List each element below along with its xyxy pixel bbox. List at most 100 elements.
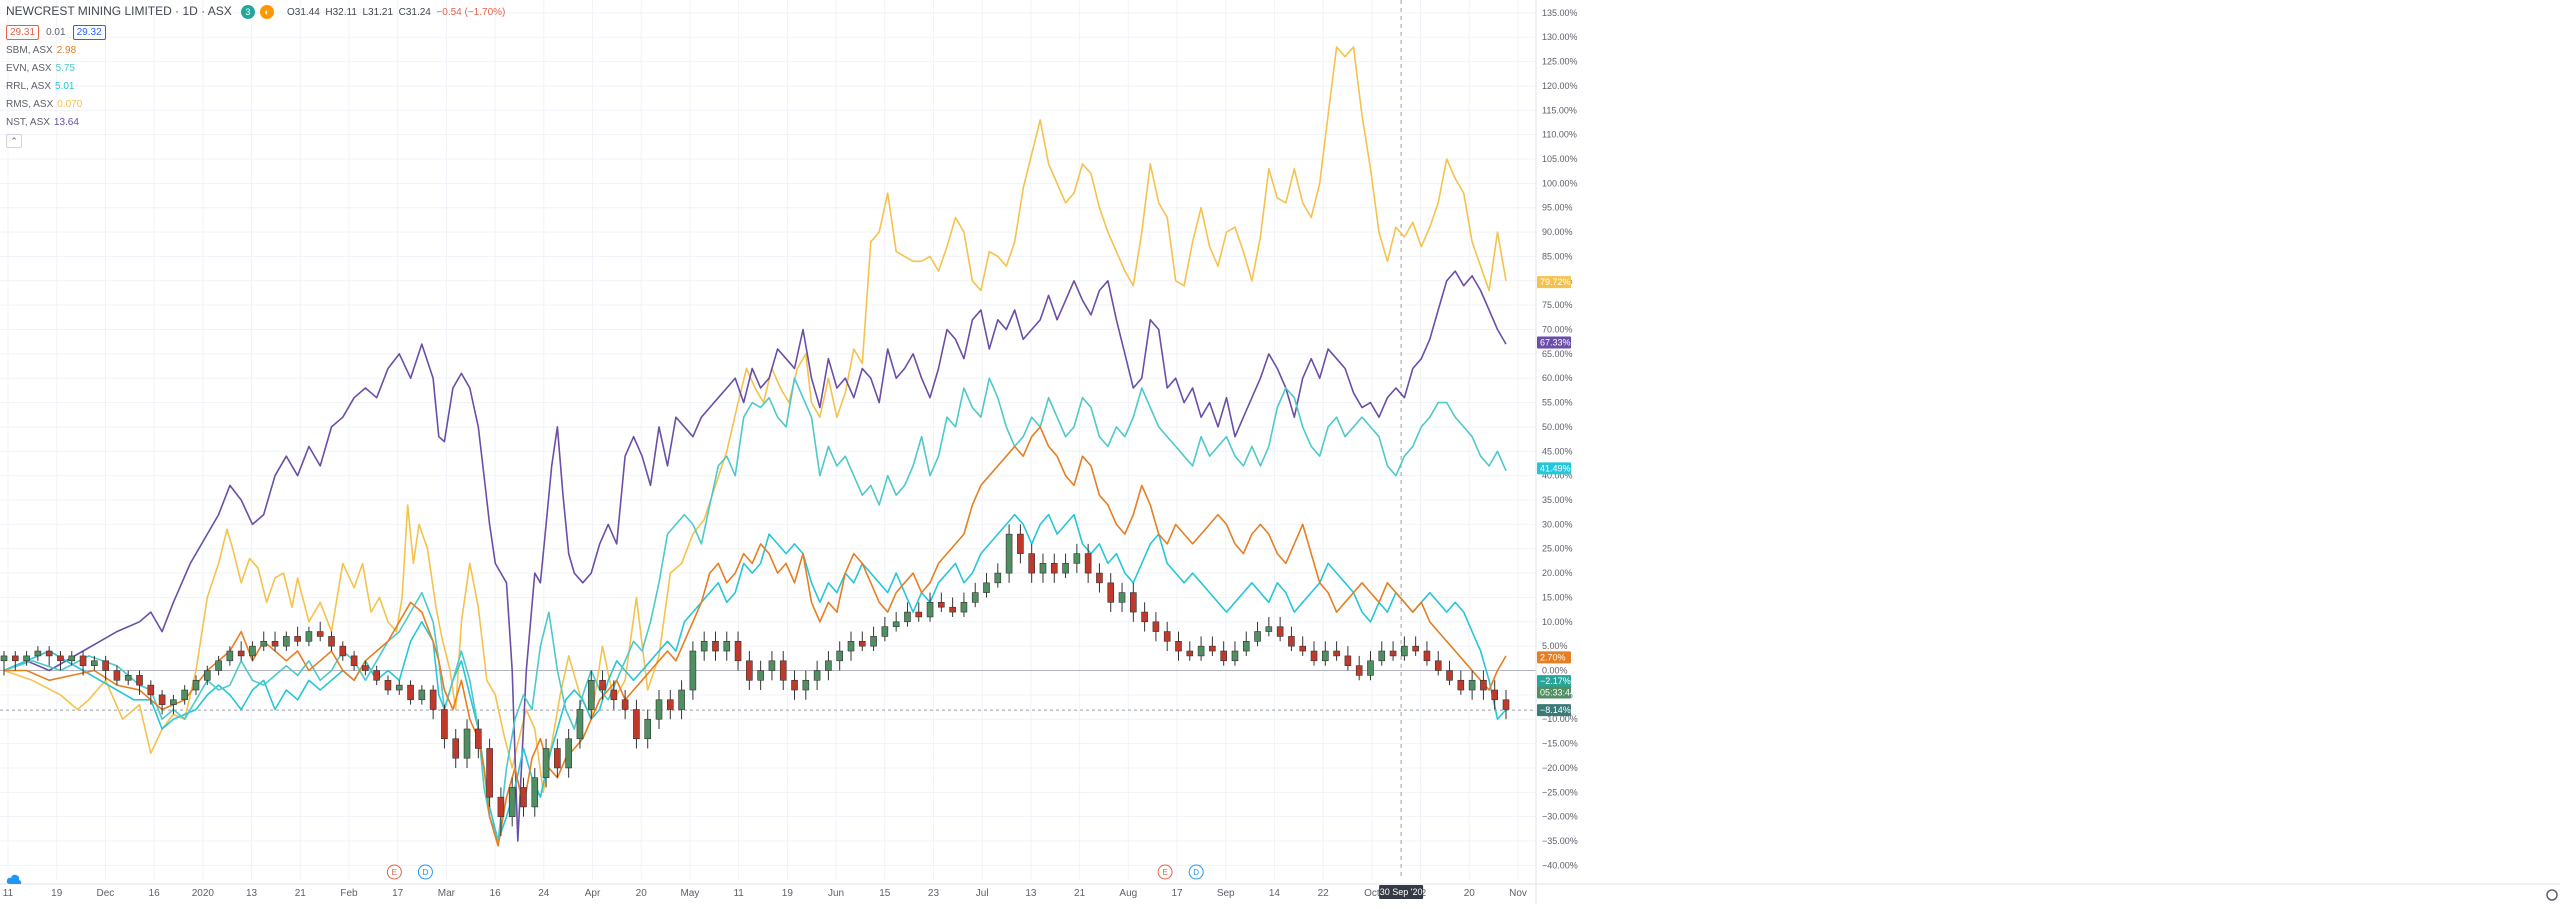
event-marker-e[interactable] [1157, 864, 1173, 880]
candle[interactable] [23, 655, 30, 662]
candle[interactable] [1333, 650, 1340, 657]
candle[interactable] [192, 679, 200, 691]
candle[interactable] [915, 611, 923, 618]
candle[interactable] [576, 709, 584, 740]
candle[interactable] [779, 660, 787, 681]
candle[interactable] [475, 728, 482, 749]
comparison-rms[interactable]: RMS, ASX 0.070 [6, 96, 505, 114]
series-line-evn[interactable] [3, 377, 1507, 842]
candle[interactable] [102, 660, 109, 671]
candle[interactable] [960, 602, 968, 613]
candle[interactable] [1299, 645, 1307, 652]
candle[interactable] [124, 675, 132, 681]
comparison-sbm[interactable]: SBM, ASX 2.98 [6, 42, 505, 60]
candle[interactable] [644, 718, 652, 740]
candle[interactable] [237, 650, 245, 657]
bid-price[interactable]: 29.31 [6, 25, 40, 41]
candle[interactable] [802, 679, 810, 691]
candle[interactable] [633, 709, 640, 740]
candle[interactable] [463, 728, 471, 759]
candle[interactable] [418, 689, 426, 701]
candle[interactable] [1378, 650, 1386, 662]
candle[interactable] [226, 650, 234, 662]
candle[interactable] [892, 621, 900, 627]
series-line-sbm[interactable] [4, 426, 1507, 847]
candle[interactable] [746, 660, 753, 681]
event-marker-d[interactable] [417, 864, 433, 880]
comparison-nst[interactable]: NST, ASX 13.64 [6, 114, 505, 132]
candle[interactable] [407, 684, 414, 701]
candle[interactable] [667, 699, 674, 710]
comparison-rrl[interactable]: RRL, ASX 5.01 [6, 78, 505, 96]
series-line-rms[interactable] [3, 46, 1507, 794]
candle[interactable] [621, 699, 629, 710]
candle[interactable] [825, 660, 832, 671]
candle[interactable] [1152, 621, 1160, 632]
candle[interactable] [757, 670, 764, 681]
candle[interactable] [1084, 553, 1092, 574]
candle[interactable] [881, 626, 889, 637]
candle[interactable] [791, 679, 798, 691]
symbol-title[interactable]: NEWCREST MINING LIMITED · 1D · ASX [6, 4, 232, 18]
candle[interactable] [34, 650, 42, 657]
tradingview-cloud-icon[interactable] [6, 874, 22, 886]
candle[interactable] [1220, 650, 1227, 662]
candle[interactable] [610, 689, 618, 701]
candle[interactable] [339, 645, 347, 657]
candle[interactable] [1039, 563, 1047, 574]
candle[interactable] [1344, 655, 1352, 666]
candle[interactable] [373, 670, 380, 681]
candle[interactable] [79, 655, 87, 666]
candle[interactable] [1355, 665, 1363, 676]
candle[interactable] [1197, 645, 1205, 657]
candle[interactable] [362, 665, 369, 671]
candle[interactable] [1288, 636, 1295, 647]
candle[interactable] [1412, 645, 1419, 652]
candle[interactable] [91, 660, 98, 666]
candle[interactable] [813, 670, 821, 681]
candle[interactable] [170, 699, 177, 705]
candle[interactable] [271, 640, 279, 647]
candle[interactable] [260, 640, 268, 647]
candle[interactable] [689, 650, 697, 691]
candle[interactable] [1468, 679, 1476, 691]
gear-icon[interactable] [2546, 889, 2558, 901]
candle[interactable] [1186, 650, 1194, 657]
candle[interactable] [1050, 563, 1058, 574]
candle[interactable] [1062, 563, 1069, 574]
candle[interactable] [554, 748, 561, 769]
candle[interactable] [949, 606, 956, 613]
candle[interactable] [1005, 533, 1013, 574]
candle[interactable] [283, 636, 290, 647]
candle[interactable] [113, 670, 121, 681]
candle[interactable] [181, 689, 188, 701]
candle[interactable] [215, 660, 222, 671]
candle[interactable] [452, 738, 460, 759]
candle[interactable] [1434, 660, 1442, 671]
candle[interactable] [1310, 650, 1318, 662]
candle[interactable] [1231, 650, 1239, 662]
candle[interactable] [1242, 640, 1250, 652]
candle[interactable] [768, 660, 776, 671]
candle[interactable] [305, 631, 313, 642]
candle[interactable] [486, 748, 493, 798]
candle[interactable] [249, 645, 256, 657]
candle[interactable] [384, 679, 392, 691]
candle[interactable] [497, 796, 505, 817]
candle[interactable] [938, 602, 945, 608]
candle[interactable] [734, 640, 742, 662]
candle[interactable] [1073, 553, 1081, 564]
badge-icon[interactable]: 3 [240, 5, 255, 20]
candle[interactable] [847, 640, 855, 652]
candle[interactable] [429, 689, 437, 710]
series-line-nst[interactable] [3, 270, 1507, 842]
candle[interactable] [1130, 592, 1137, 613]
candle[interactable] [587, 679, 595, 710]
candle[interactable] [1096, 572, 1103, 584]
candle[interactable] [870, 636, 877, 647]
candle[interactable] [983, 582, 990, 593]
candle[interactable] [565, 738, 572, 769]
candle[interactable] [700, 640, 708, 652]
